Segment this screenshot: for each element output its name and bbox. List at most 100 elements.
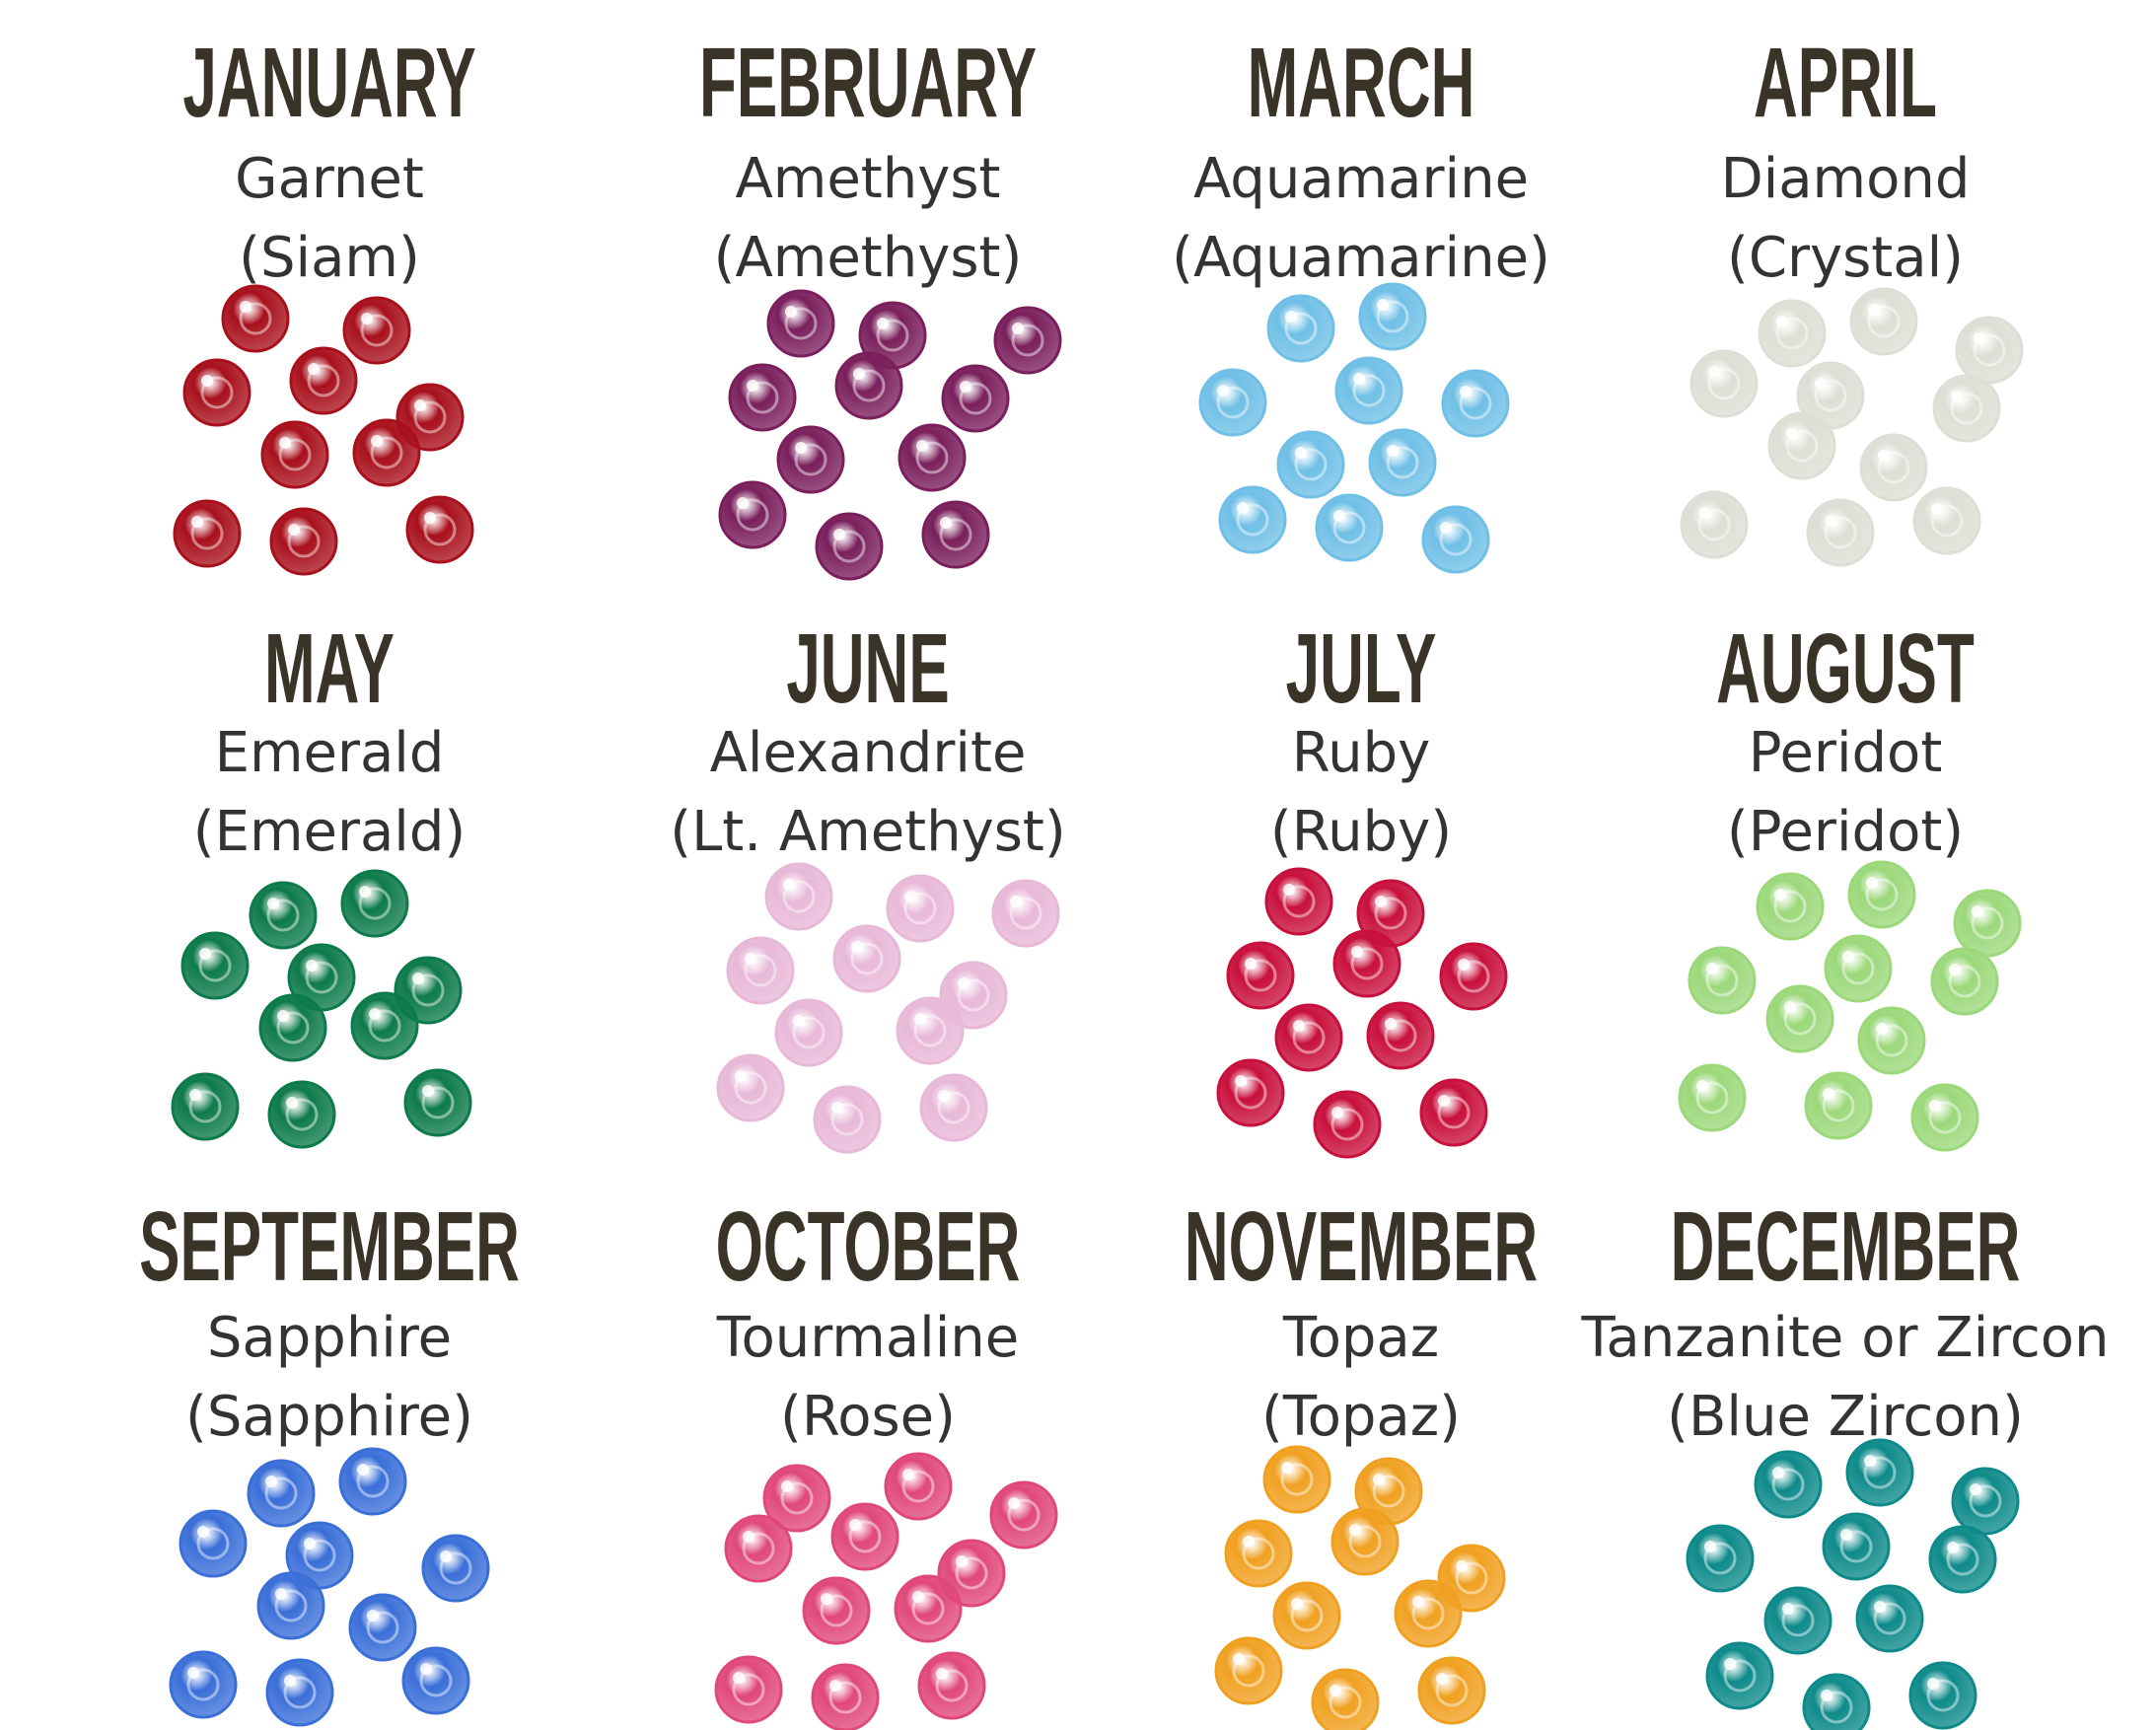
crystal-name: (Emerald)	[193, 800, 467, 864]
gem-stone	[1198, 368, 1267, 437]
gem-name: Aquamarine	[1193, 147, 1529, 211]
gem-stone	[1756, 872, 1825, 941]
gem-stone	[260, 420, 329, 489]
gem-stone	[1930, 947, 1999, 1016]
gem-stone	[1315, 493, 1384, 562]
gem-stone	[1806, 498, 1875, 567]
gem-stone	[1366, 1001, 1435, 1070]
gem-stone	[1955, 316, 2024, 385]
gem-stone	[1951, 1467, 2020, 1536]
gem-stone	[1847, 860, 1916, 929]
month-card: MARCH Aquamarine (Aquamarine)	[1172, 28, 1550, 574]
gem-stone	[1417, 1656, 1486, 1725]
gem-stone	[265, 1658, 334, 1727]
gem-name: Sapphire	[207, 1306, 452, 1370]
month-name: AUGUST	[1716, 613, 1975, 724]
gem-stone	[342, 296, 411, 365]
gem-stone	[858, 301, 927, 370]
gem-stone	[917, 1651, 986, 1720]
gem-stone	[1845, 1438, 1914, 1507]
gem-stone	[352, 418, 421, 487]
gem-stone	[1441, 369, 1510, 438]
month-card: FEBRUARY Amethyst (Amethyst)	[699, 28, 1062, 581]
gem-stone	[169, 1650, 238, 1719]
gem-stone	[289, 346, 358, 415]
gem-stone	[221, 284, 290, 353]
gem-stone	[894, 1574, 963, 1643]
month-name: SEPTEMBER	[139, 1191, 520, 1302]
gem-stone	[813, 1085, 882, 1154]
gem-stone	[830, 1502, 899, 1571]
gem-name: Peridot	[1749, 721, 1943, 785]
gem-stone	[728, 363, 797, 432]
month-name: MAY	[264, 613, 395, 724]
gem-name: Topaz	[1282, 1306, 1439, 1370]
gem-stone	[258, 993, 327, 1062]
gem-stone	[1824, 934, 1893, 1003]
gem-stone	[1689, 349, 1759, 418]
gem-stone	[1754, 1450, 1823, 1519]
gem-stone	[1266, 294, 1335, 363]
gem-stone	[421, 1534, 490, 1603]
gem-stone	[1680, 490, 1749, 559]
gem-name: Tanzanite or Zircon	[1580, 1306, 2109, 1370]
gem-stone	[898, 423, 967, 492]
gem-stone	[1272, 1581, 1341, 1650]
gem-stone	[1313, 1090, 1382, 1159]
gem-stone	[340, 869, 409, 938]
month-name: APRIL	[1754, 28, 1937, 138]
gem-stone	[1226, 941, 1295, 1010]
gem-stone	[834, 351, 903, 420]
gem-stone	[776, 425, 845, 494]
month-name: FEBRUARY	[699, 28, 1037, 138]
gem-stone	[256, 1571, 325, 1640]
gem-stone	[714, 1655, 783, 1724]
crystal-name: (Lt. Amethyst)	[670, 800, 1066, 864]
gem-stone	[1394, 1579, 1463, 1648]
month-card: JANUARY Garnet (Siam)	[173, 28, 476, 576]
gem-stone	[1368, 428, 1437, 497]
gem-stone	[991, 879, 1060, 948]
crystal-name: (Topaz)	[1261, 1385, 1461, 1449]
crystal-name: (Sapphire)	[185, 1385, 473, 1449]
gem-stone	[886, 874, 955, 943]
crystal-name: (Siam)	[239, 226, 420, 290]
crystal-name: (Blue Zircon)	[1667, 1385, 2024, 1449]
crystal-name: (Peridot)	[1727, 800, 1964, 864]
gem-stone	[1705, 1641, 1774, 1710]
gem-stone	[1849, 287, 1918, 356]
gem-stone	[269, 507, 338, 576]
gem-stone	[815, 512, 884, 581]
month-name: DECEMBER	[1671, 1191, 2021, 1302]
gem-stone	[173, 499, 242, 568]
gem-stone	[180, 931, 250, 1000]
gem-stone	[1330, 1507, 1400, 1576]
gem-name: Ruby	[1292, 721, 1431, 785]
gem-name: Emerald	[215, 721, 445, 785]
gem-stone	[405, 495, 474, 564]
gem-stone	[401, 1646, 470, 1715]
gem-stone	[941, 364, 1010, 433]
gem-name: Diamond	[1721, 147, 1971, 211]
gem-stone	[1688, 946, 1757, 1015]
gem-stone	[832, 924, 901, 993]
gem-stone	[249, 881, 318, 950]
gem-stone	[1758, 299, 1827, 368]
gem-stone	[1311, 1668, 1380, 1730]
gem-stone	[1763, 1586, 1833, 1655]
gem-stone	[1767, 411, 1836, 480]
gem-stone	[1822, 1512, 1891, 1581]
gem-name: Tourmaline	[716, 1306, 1019, 1370]
gem-stone	[1859, 433, 1928, 502]
gem-stone	[1765, 984, 1834, 1053]
month-name: JULY	[1286, 613, 1437, 724]
gem-stone	[1439, 942, 1508, 1011]
gem-stone	[764, 862, 833, 931]
gem-stone	[919, 1073, 988, 1142]
gem-stone	[338, 1447, 407, 1516]
gem-stone	[1332, 929, 1401, 998]
